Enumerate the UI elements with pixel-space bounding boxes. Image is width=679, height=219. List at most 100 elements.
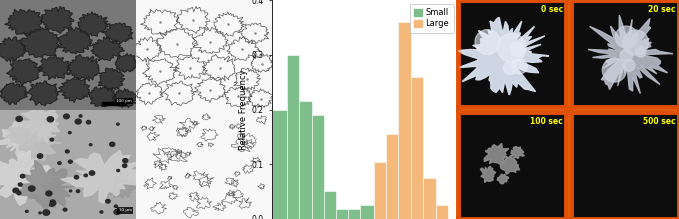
Polygon shape (22, 28, 60, 58)
Polygon shape (0, 83, 27, 105)
Polygon shape (46, 191, 52, 196)
Polygon shape (511, 147, 524, 159)
Polygon shape (620, 49, 633, 62)
Polygon shape (39, 212, 41, 214)
Polygon shape (123, 159, 128, 163)
Polygon shape (458, 17, 549, 95)
Polygon shape (60, 151, 151, 203)
Polygon shape (588, 15, 673, 94)
Polygon shape (481, 166, 496, 182)
Polygon shape (5, 9, 43, 35)
Polygon shape (17, 191, 21, 195)
Bar (374, 162, 386, 219)
Bar (398, 22, 411, 219)
Text: 20 sec: 20 sec (648, 5, 676, 14)
Polygon shape (0, 37, 26, 62)
Legend: Small, Large: Small, Large (410, 4, 454, 33)
Polygon shape (50, 200, 55, 204)
Polygon shape (69, 132, 71, 134)
Polygon shape (20, 174, 24, 178)
Polygon shape (79, 115, 82, 117)
Polygon shape (17, 160, 75, 211)
Polygon shape (106, 200, 110, 203)
Text: 100 μm: 100 μm (116, 99, 132, 103)
Polygon shape (88, 87, 116, 107)
Polygon shape (11, 125, 61, 164)
Bar (299, 101, 312, 219)
Polygon shape (500, 156, 520, 174)
Polygon shape (69, 190, 72, 192)
Polygon shape (50, 138, 54, 141)
Polygon shape (43, 210, 50, 215)
Bar (411, 77, 424, 219)
Polygon shape (57, 27, 92, 54)
Bar (272, 110, 287, 219)
Polygon shape (504, 61, 517, 74)
Polygon shape (497, 33, 526, 62)
Polygon shape (623, 30, 648, 55)
Bar (386, 134, 398, 219)
Polygon shape (90, 171, 94, 175)
Polygon shape (13, 188, 19, 193)
Polygon shape (602, 58, 627, 82)
Polygon shape (615, 26, 638, 48)
Polygon shape (117, 170, 120, 172)
Bar (102, 102, 126, 105)
Polygon shape (484, 143, 509, 165)
Polygon shape (26, 210, 28, 212)
Polygon shape (115, 54, 139, 72)
Polygon shape (636, 47, 646, 57)
Polygon shape (67, 55, 100, 81)
Polygon shape (102, 23, 133, 44)
Polygon shape (77, 190, 79, 193)
Text: 100 sec: 100 sec (530, 117, 563, 126)
Polygon shape (91, 37, 124, 61)
Polygon shape (7, 59, 41, 86)
Polygon shape (75, 119, 81, 124)
Polygon shape (74, 175, 79, 179)
Polygon shape (37, 154, 43, 158)
Polygon shape (114, 209, 120, 214)
Polygon shape (58, 162, 61, 164)
Polygon shape (512, 59, 527, 74)
Bar (102, 102, 126, 105)
Polygon shape (58, 78, 90, 102)
Polygon shape (475, 30, 500, 54)
Polygon shape (98, 68, 124, 91)
Polygon shape (122, 164, 127, 168)
Bar (436, 205, 448, 219)
Polygon shape (16, 116, 22, 121)
Bar (348, 209, 361, 219)
Polygon shape (41, 6, 74, 34)
Polygon shape (623, 60, 635, 71)
Polygon shape (109, 172, 136, 198)
Polygon shape (78, 12, 111, 36)
Polygon shape (100, 211, 103, 213)
Text: 500 sec: 500 sec (643, 117, 676, 126)
Polygon shape (18, 183, 22, 186)
Polygon shape (458, 17, 549, 95)
Polygon shape (14, 107, 60, 143)
Polygon shape (112, 89, 138, 108)
Polygon shape (117, 123, 120, 125)
Polygon shape (110, 142, 115, 146)
Y-axis label: Relative Frequency: Relative Frequency (240, 69, 249, 150)
Polygon shape (86, 120, 91, 124)
Polygon shape (511, 42, 524, 57)
Polygon shape (63, 208, 67, 211)
Polygon shape (114, 205, 117, 207)
Polygon shape (0, 122, 56, 158)
Polygon shape (26, 81, 59, 106)
Polygon shape (498, 174, 509, 184)
Polygon shape (0, 150, 60, 205)
Polygon shape (84, 174, 88, 177)
Polygon shape (6, 125, 33, 144)
Text: 0 sec: 0 sec (540, 5, 563, 14)
Polygon shape (65, 150, 69, 153)
Polygon shape (29, 186, 35, 191)
Bar (336, 209, 348, 219)
Bar (424, 178, 436, 219)
Text: 10 μm: 10 μm (119, 208, 132, 212)
Polygon shape (39, 55, 70, 80)
Polygon shape (90, 144, 92, 146)
